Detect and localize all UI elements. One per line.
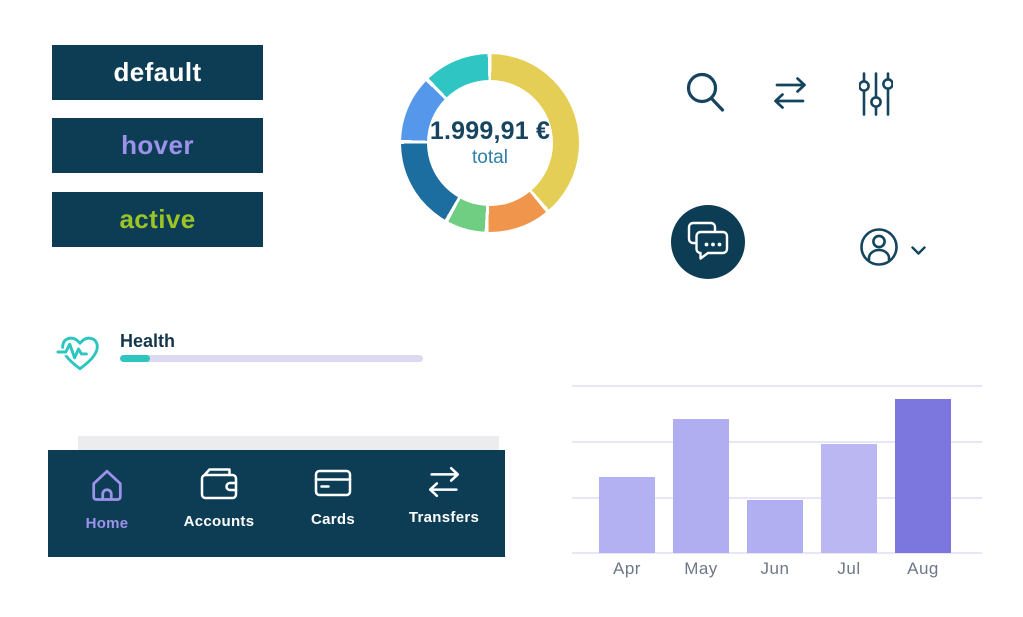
health-progress-track xyxy=(120,355,423,362)
credit-card-icon xyxy=(313,466,353,505)
bar xyxy=(895,399,951,553)
nav-item-transfers[interactable]: Transfers xyxy=(392,466,496,526)
default-button[interactable]: default xyxy=(52,45,263,100)
bar-label: Jun xyxy=(760,559,790,578)
bar-label: Aug xyxy=(907,559,939,578)
gridline xyxy=(572,552,982,554)
chevron-down-icon[interactable] xyxy=(910,243,927,261)
chat-bubbles-icon xyxy=(686,220,730,265)
health-progress-fill xyxy=(120,355,151,362)
filter-sliders-icon[interactable] xyxy=(858,71,894,122)
bar xyxy=(821,444,877,553)
user-avatar-icon[interactable] xyxy=(859,227,899,272)
bar-label: Apr xyxy=(613,559,641,578)
transfer-arrows-icon[interactable] xyxy=(770,77,810,114)
donut-chart-ring xyxy=(401,54,579,232)
transfer-arrows-icon xyxy=(425,466,463,503)
active-button[interactable]: active xyxy=(52,192,263,247)
donut-center: 1.999,91 € total xyxy=(401,54,579,232)
bottom-nav-bar: Home Accounts Cards xyxy=(48,450,505,557)
bar-label: Jul xyxy=(837,559,861,578)
hover-button[interactable]: hover xyxy=(52,118,263,173)
nav-label-transfers: Transfers xyxy=(408,509,480,526)
bar xyxy=(599,477,655,553)
gridline xyxy=(572,497,982,499)
bar xyxy=(673,419,729,553)
donut-total-label: total xyxy=(472,147,508,168)
nav-item-accounts[interactable]: Accounts xyxy=(167,466,271,530)
health-label: Health xyxy=(120,331,176,351)
nav-label-home: Home xyxy=(85,515,129,532)
search-icon[interactable] xyxy=(684,70,726,119)
chat-fab[interactable] xyxy=(671,205,745,279)
gridline xyxy=(572,385,982,387)
heart-pulse-icon xyxy=(54,329,103,380)
nav-label-cards: Cards xyxy=(310,511,356,528)
nav-item-cards[interactable]: Cards xyxy=(281,466,385,528)
home-icon xyxy=(88,466,126,509)
bar-label: May xyxy=(684,559,718,578)
bar xyxy=(747,500,803,553)
donut-total-value: 1.999,91 € xyxy=(429,117,551,145)
gridline xyxy=(572,441,982,443)
nav-item-home[interactable]: Home xyxy=(55,466,159,532)
donut-chart: 1.999,91 € total xyxy=(401,54,579,232)
nav-label-accounts: Accounts xyxy=(183,513,255,530)
wallet-icon xyxy=(199,466,239,507)
